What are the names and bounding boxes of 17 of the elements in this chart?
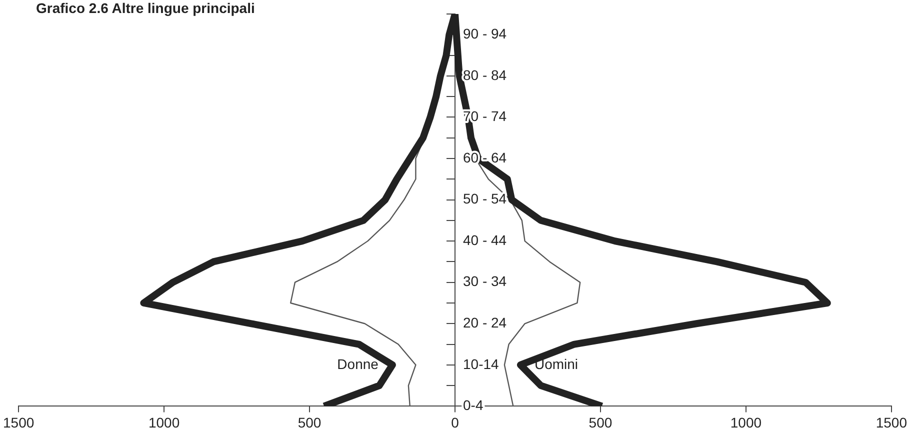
y-tick-label: 40 - 44 [463,232,507,248]
series-label: Donne [337,356,379,372]
x-tick-label: 1000 [148,414,180,430]
x-tick-label: 0 [451,414,460,430]
x-tick-label: 1500 [2,414,34,430]
x-tick-label: 500 [298,414,322,430]
x-tick-label: 500 [588,414,612,430]
x-tick-label: 1000 [730,414,762,430]
y-tick-label: 20 - 24 [463,314,507,330]
y-tick-label: 50 - 54 [463,190,507,207]
series-label: Uomini [534,356,578,372]
y-tick-label: 10-14 [463,356,500,372]
x-tick-label: 1500 [876,414,908,430]
y-tick-label: 90 - 94 [463,26,507,42]
chart-title: Grafico 2.6 Altre lingue principali [36,0,255,16]
y-tick-label: 30 - 34 [463,273,507,290]
y-tick-label: 80 - 84 [463,66,507,83]
